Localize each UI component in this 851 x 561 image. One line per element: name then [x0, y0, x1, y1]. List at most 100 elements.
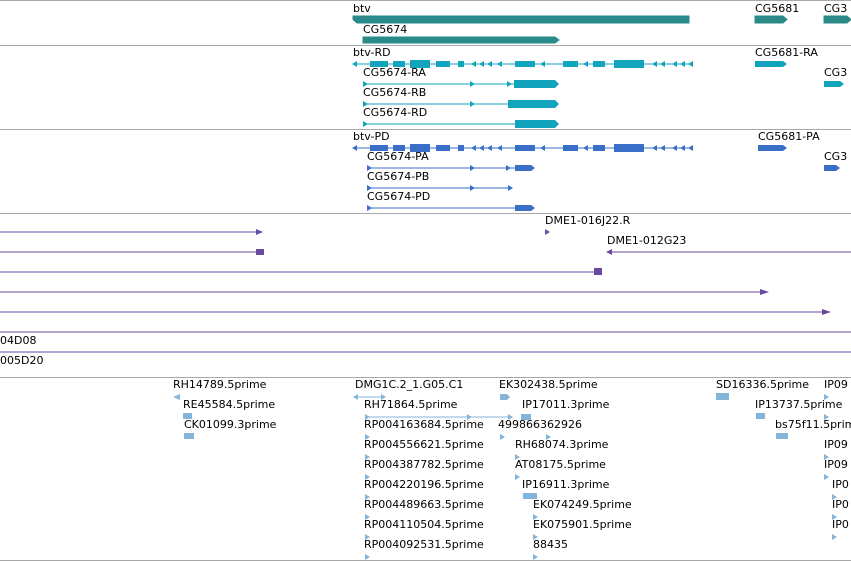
transcript-btv-PD[interactable]: [352, 144, 693, 152]
clone-label[interactable]: 04D08: [0, 334, 37, 347]
est-label[interactable]: CK01099.3prime: [184, 418, 277, 431]
est-label[interactable]: RH68074.3prime: [515, 438, 609, 451]
transcript-CG5674-RB[interactable]: [363, 100, 559, 108]
transcript-CG5681-RA[interactable]: [755, 61, 787, 67]
est-feature[interactable]: [533, 534, 538, 540]
transcript-CG5674-PA[interactable]: [367, 165, 535, 171]
est-label[interactable]: EK074249.5prime: [533, 498, 632, 511]
est-feature[interactable]: [365, 534, 370, 540]
est-feature[interactable]: [832, 534, 837, 540]
est-feature[interactable]: [515, 454, 520, 460]
est-label[interactable]: IP0: [832, 518, 849, 531]
est-label[interactable]: IP0: [832, 478, 849, 491]
est-label[interactable]: RP004110504.5prime: [364, 518, 484, 531]
transcript-CG3[interactable]: [824, 81, 844, 87]
est-feature[interactable]: [500, 434, 505, 440]
est-label[interactable]: RE45584.5prime: [183, 398, 276, 411]
est-label[interactable]: RP004163684.5prime: [364, 418, 484, 431]
est-feature[interactable]: [776, 433, 788, 439]
transcript-label[interactable]: CG5674-RA: [363, 66, 426, 79]
transcript-CG5674-RA[interactable]: [363, 80, 559, 88]
clone-feature-DME1-016J22[interactable]: [545, 229, 550, 235]
est-feature[interactable]: [365, 474, 370, 480]
est-label[interactable]: RP004220196.5prime: [364, 478, 484, 491]
est-label[interactable]: RP004489663.5prime: [364, 498, 484, 511]
est-feature[interactable]: [716, 393, 729, 400]
transcript-CG3-refseq[interactable]: [824, 165, 840, 171]
transcript-CG5674-RD[interactable]: [363, 120, 559, 128]
est-feature[interactable]: [521, 414, 531, 420]
clone-feature[interactable]: [0, 289, 769, 295]
est-label[interactable]: DMG1C.2_1.G05.C1: [355, 378, 464, 391]
gene-feature-CG3[interactable]: [823, 15, 851, 24]
est-feature[interactable]: [515, 474, 520, 480]
est-label[interactable]: RP004092531.5prime: [364, 538, 484, 551]
transcript-label[interactable]: CG3: [824, 66, 848, 79]
est-feature[interactable]: [365, 434, 370, 440]
refseq-label[interactable]: CG5674-PD: [367, 190, 431, 203]
est-label[interactable]: IP09: [824, 458, 848, 471]
est-feature[interactable]: [824, 474, 829, 480]
clone-feature[interactable]: [0, 309, 831, 315]
refseq-label[interactable]: btv-PD: [353, 130, 390, 143]
est-label[interactable]: IP17011.3prime: [522, 398, 610, 411]
gene-label[interactable]: CG5681: [755, 2, 800, 15]
est-feature[interactable]: [533, 514, 538, 520]
transcript-label[interactable]: CG5674-RD: [363, 106, 428, 119]
gene-feature-CG5681[interactable]: [754, 15, 788, 24]
clone-label[interactable]: DME1-016J22.R: [545, 214, 631, 227]
est-label[interactable]: RP004387782.5prime: [364, 458, 484, 471]
est-feature[interactable]: [500, 394, 510, 400]
clone-feature[interactable]: [0, 268, 602, 275]
gene-feature-CG5674[interactable]: [362, 36, 560, 44]
est-label[interactable]: EK302438.5prime: [499, 378, 598, 391]
refseq-label[interactable]: CG5674-PA: [367, 150, 429, 163]
transcript-btv-RD[interactable]: [352, 60, 693, 68]
est-label[interactable]: IP16911.3prime: [522, 478, 610, 491]
refseq-label[interactable]: CG5681-PA: [758, 130, 820, 143]
transcript-CG5674-PD[interactable]: [367, 205, 535, 211]
est-label[interactable]: IP09: [824, 378, 848, 391]
est-feature[interactable]: [184, 433, 194, 439]
refseq-label[interactable]: CG3: [824, 150, 848, 163]
clone-feature[interactable]: [0, 249, 264, 255]
est-label[interactable]: IP13737.5prime: [755, 398, 843, 411]
est-feature[interactable]: [365, 494, 370, 500]
est-label[interactable]: RH14789.5prime: [173, 378, 267, 391]
est-feature[interactable]: [365, 414, 513, 420]
est-feature[interactable]: [546, 434, 551, 440]
gene-label[interactable]: CG3: [824, 2, 848, 15]
est-feature[interactable]: [353, 394, 386, 400]
est-label[interactable]: AT08175.5prime: [515, 458, 606, 471]
est-feature[interactable]: [365, 454, 370, 460]
clone-label[interactable]: DME1-012G23: [607, 234, 687, 247]
est-feature[interactable]: [365, 514, 370, 520]
clone-feature[interactable]: [0, 229, 263, 235]
est-label[interactable]: 88435: [533, 538, 568, 551]
est-feature[interactable]: [533, 554, 538, 560]
est-label[interactable]: IP0: [832, 498, 849, 511]
est-feature[interactable]: [832, 514, 837, 520]
est-feature[interactable]: [824, 454, 829, 460]
est-feature[interactable]: [365, 554, 370, 560]
clone-feature-DME1-012G23[interactable]: [606, 249, 851, 255]
transcript-label[interactable]: CG5681-RA: [755, 46, 818, 59]
transcript-label[interactable]: btv-RD: [353, 46, 391, 59]
gene-label[interactable]: CG5674: [363, 23, 408, 36]
est-feature[interactable]: [824, 414, 829, 420]
est-label[interactable]: RP004556621.5prime: [364, 438, 484, 451]
est-label[interactable]: IP09: [824, 438, 848, 451]
gene-feature-btv[interactable]: [352, 15, 690, 24]
gene-label[interactable]: btv: [353, 2, 371, 15]
transcript-CG5674-PB[interactable]: [367, 185, 513, 191]
est-feature[interactable]: [824, 394, 829, 400]
refseq-label[interactable]: CG5674-PB: [367, 170, 430, 183]
transcript-CG5681-PA[interactable]: [758, 145, 787, 151]
est-feature[interactable]: [183, 413, 192, 419]
est-label[interactable]: bs75f11.5prime: [775, 418, 851, 431]
est-label[interactable]: RH71864.5prime: [364, 398, 458, 411]
clone-label[interactable]: 005D20: [0, 354, 44, 367]
est-feature[interactable]: [832, 494, 837, 500]
est-label[interactable]: SD16336.5prime: [716, 378, 809, 391]
est-feature[interactable]: [756, 413, 765, 419]
